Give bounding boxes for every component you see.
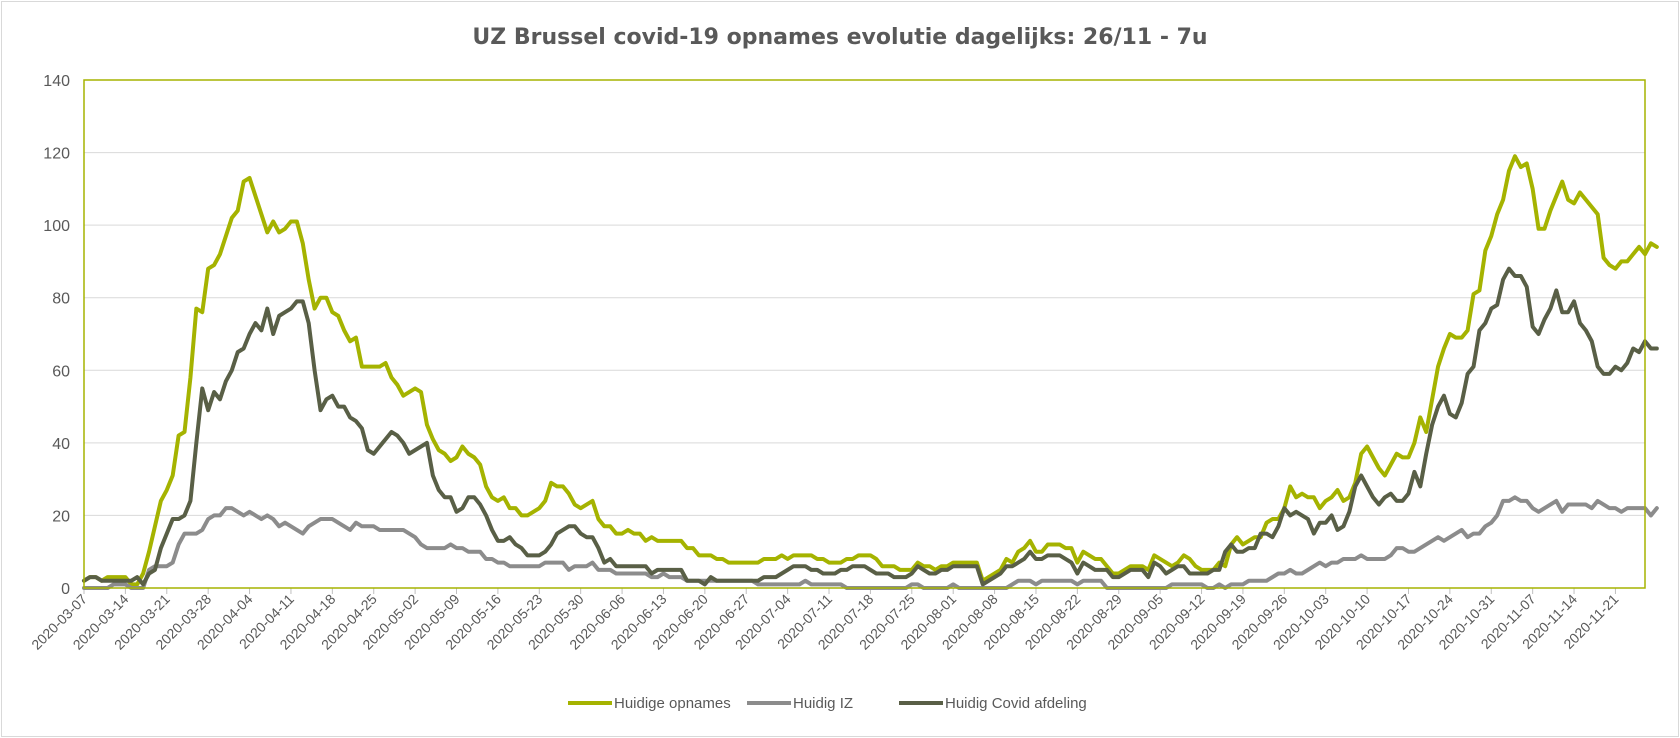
x-axis-ticks: 2020-03-072020-03-142020-03-212020-03-28… <box>28 588 1622 653</box>
legend-label-2: Huidig Covid afdeling <box>945 695 1087 712</box>
y-tick-label: 80 <box>52 291 70 308</box>
y-tick-label: 0 <box>61 581 70 598</box>
y-tick-label: 20 <box>52 508 70 525</box>
y-tick-label: 60 <box>52 363 70 380</box>
y-tick-label: 40 <box>52 436 70 453</box>
legend: Huidige opnames Huidig IZ Huidig Covid afd… <box>568 695 1087 712</box>
series-line-1 <box>82 495 1659 590</box>
y-tick-label: 100 <box>43 218 70 235</box>
legend-label-0: Huidige opnames <box>614 695 731 712</box>
y-tick-label: 140 <box>43 73 70 90</box>
y-axis-ticks: 0 20 40 60 80 100 120 140 <box>43 73 70 598</box>
series-line-0 <box>82 154 1659 587</box>
chart-title: UZ Brussel covid-19 opnames evolutie dag… <box>472 25 1207 50</box>
series-lines <box>82 154 1659 590</box>
series-line-2 <box>82 266 1659 587</box>
legend-label-1: Huidig IZ <box>793 695 853 712</box>
gridlines <box>84 79 1645 589</box>
y-tick-label: 120 <box>43 146 70 163</box>
plot-border <box>83 79 1646 589</box>
